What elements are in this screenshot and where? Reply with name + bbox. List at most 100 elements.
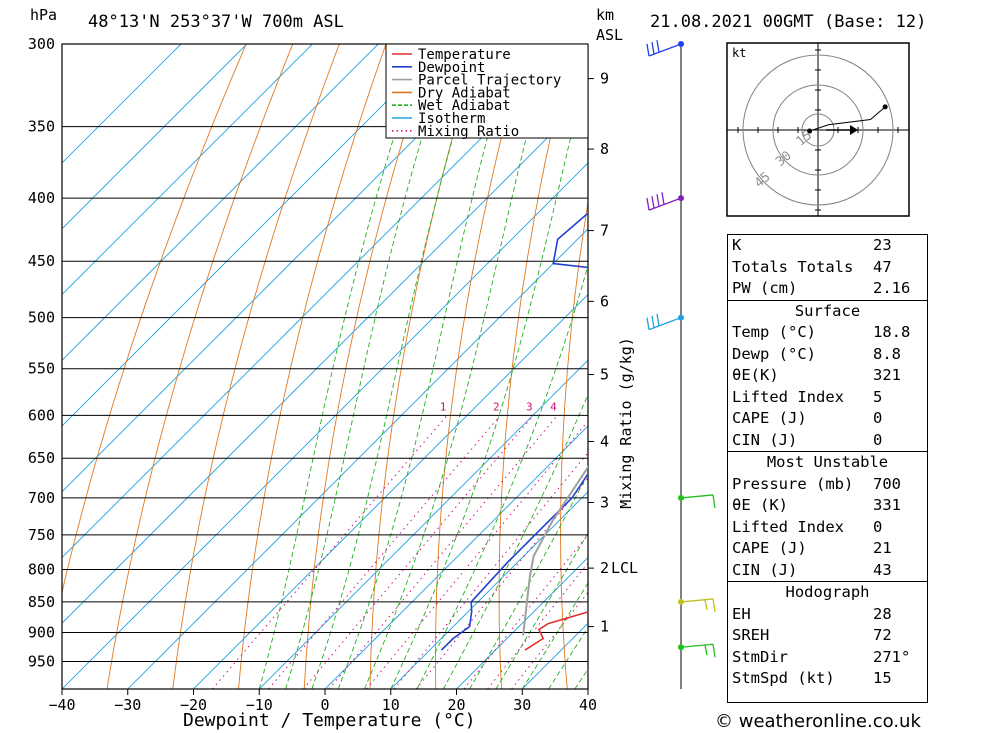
- surface-indices: Temp (°C) 18.8 Dewp (°C) 8.8 θE(K) 321 Lifted …: [728, 322, 927, 451]
- wet-adiabat-line: [337, 126, 491, 689]
- most-unstable-index-value: 700: [873, 474, 901, 493]
- dry-adiabat-line: [560, 199, 588, 689]
- height-tick-label: 8: [600, 140, 609, 158]
- wind-barb-shaft: [680, 598, 714, 603]
- wind-barb: [646, 313, 682, 331]
- wind-barb-feather: [712, 598, 716, 613]
- pressure-tick-label: 750: [28, 526, 55, 544]
- wind-barb-feather: [651, 315, 655, 328]
- surface-index-row: CIN (J) 0: [728, 430, 927, 452]
- mixing-ratio-label: 3: [526, 400, 533, 413]
- temperature-profile: [524, 611, 588, 651]
- general-index-label: Totals Totals: [732, 257, 854, 276]
- mixing-ratio-label: 2: [493, 400, 500, 413]
- most-unstable-index-value: 21: [873, 539, 892, 557]
- surface-index-label: Temp (°C): [732, 323, 816, 341]
- isotherm-line: [456, 556, 588, 689]
- most-unstable-index-value: 0: [873, 517, 883, 536]
- general-index-label: K: [732, 236, 742, 254]
- height-tick-label: 2: [600, 559, 609, 577]
- pressure-tick-label: 650: [28, 449, 55, 467]
- wind-barb: [646, 192, 682, 211]
- surface-index-label: Dewp (°C): [732, 344, 816, 363]
- mixing-ratio-label: 1: [440, 400, 447, 413]
- asl-label: ASL: [596, 26, 624, 44]
- x-axis-title: Dewpoint / Temperature (°C): [183, 710, 476, 731]
- wind-barb: [646, 40, 682, 57]
- lcl-label: LCL: [611, 559, 638, 577]
- hodograph-index-label: EH: [732, 604, 751, 623]
- pressure-tick-label: 300: [28, 35, 55, 53]
- wind-barb-feather: [656, 40, 660, 53]
- dry-adiabat-line: [106, 44, 294, 689]
- pressure-tick-label: 950: [28, 653, 55, 671]
- legend-entry: Wet Adiabat: [418, 98, 511, 114]
- legend-entry: Isotherm: [418, 111, 485, 127]
- legend-entry: Parcel Trajectory: [418, 73, 561, 89]
- wind-barb-feather: [651, 41, 655, 55]
- pressure-tick-label: 400: [28, 189, 55, 207]
- location-title: 48°13'N 253°37'W 700m ASL: [88, 12, 344, 32]
- surface-index-row: Dewp (°C) 8.8: [728, 344, 927, 366]
- mixing-ratio-label: 4: [550, 400, 557, 413]
- wind-barb: [680, 643, 716, 658]
- legend-entry: Temperature: [418, 47, 511, 63]
- hodograph-index-row: StmDir 271°: [728, 647, 927, 669]
- legend-entry: Dry Adiabat: [418, 85, 511, 101]
- hodograph-index-value: 15: [873, 669, 892, 687]
- plot-frame: [61, 43, 589, 690]
- wet-adiabat-line: [390, 126, 574, 689]
- wind-barb-feather: [661, 192, 665, 205]
- legend-box: [385, 43, 589, 139]
- wind-barb-feather: [656, 194, 660, 207]
- dry-adiabat-line: [369, 44, 480, 689]
- wet-adiabat-line: [521, 582, 588, 689]
- wet-adiabat-line: [285, 126, 426, 689]
- dewpoint-profile: [440, 212, 588, 651]
- most-unstable-index-row: CIN (J) 43: [728, 560, 927, 582]
- general-index-label: PW (cm): [732, 279, 798, 297]
- datetime-title: 21.08.2021 00GMT (Base: 12): [650, 12, 927, 32]
- x-tick-label: −10: [246, 696, 273, 714]
- isotherm-line: [62, 162, 588, 689]
- pressure-tick-label: 550: [28, 360, 55, 378]
- general-index-value: 47: [873, 257, 892, 276]
- mixing-ratio-line: [212, 414, 448, 689]
- hodograph-ring: [772, 84, 864, 176]
- general-indices: K 23 Totals Totals 47 PW (cm) 2.16: [728, 235, 927, 300]
- most-unstable-index-row: θE (K) 331: [728, 495, 927, 517]
- hodograph-index-row: StmSpd (kt) 15: [728, 668, 927, 690]
- hodograph-start-point: [807, 128, 813, 134]
- pressure-tick-label: 800: [28, 560, 55, 578]
- most-unstable-index-label: Lifted Index: [732, 517, 844, 536]
- pressure-tick-label: 500: [28, 309, 55, 327]
- copyright-link[interactable]: © weatheronline.co.uk: [715, 711, 921, 732]
- pressure-tick-label: 850: [28, 593, 55, 611]
- most-unstable-index-label: θE (K): [732, 496, 788, 514]
- isotherm-line: [62, 44, 313, 296]
- wind-barb-feather: [704, 599, 708, 611]
- legend-entry: Dewpoint: [418, 60, 485, 76]
- height-tick-label: 9: [600, 70, 609, 88]
- wind-barb-feather: [712, 494, 716, 509]
- surface-index-value: 18.8: [873, 323, 911, 341]
- most-unstable-indices: Pressure (mb) 700 θE (K) 331 Lifted Index 0 CA…: [728, 474, 927, 582]
- hodograph-end-point: [882, 104, 888, 110]
- pressure-tick-label: 350: [28, 118, 55, 136]
- pressure-unit-label: hPa: [30, 6, 58, 24]
- wind-barb-feather: [704, 645, 708, 656]
- most-unstable-index-row: CAPE (J) 21: [728, 538, 927, 560]
- isotherm-line: [62, 44, 379, 361]
- most-unstable-index-row: Lifted Index 0: [728, 517, 927, 539]
- wind-barb: [680, 598, 716, 613]
- surface-index-value: 8.8: [873, 344, 901, 363]
- general-index-value: 2.16: [873, 279, 911, 297]
- km-label: km: [596, 6, 615, 24]
- mixing-ratio-line: [268, 414, 501, 689]
- hodograph-trace: [809, 106, 886, 132]
- indices-table: K 23 Totals Totals 47 PW (cm) 2.16 Surface Te…: [727, 234, 928, 703]
- hodograph-title: Hodograph: [785, 583, 870, 601]
- background-lines: [62, 44, 588, 689]
- hodograph-index-label: StmSpd (kt): [732, 669, 835, 687]
